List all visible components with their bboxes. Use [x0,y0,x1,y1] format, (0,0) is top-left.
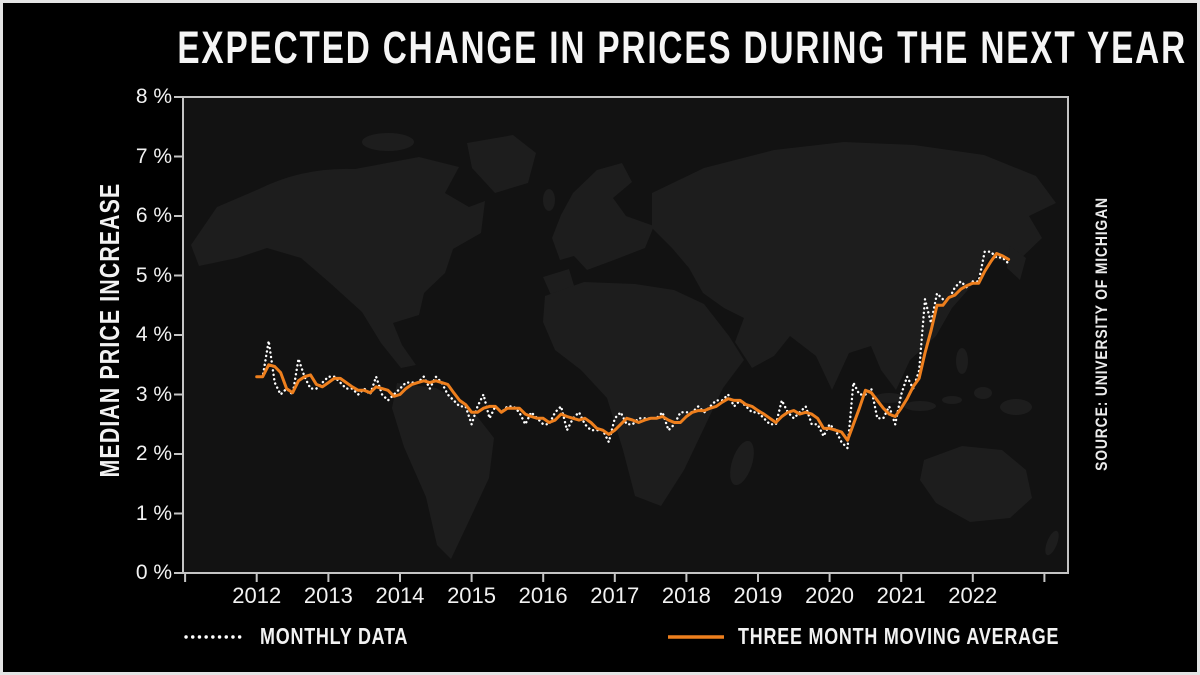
map-britain [543,189,555,211]
map-asia [652,142,1056,390]
x-tick-label: 2016 [518,583,568,608]
map-greenland [467,135,536,193]
y-tick-label: 2 % [135,442,172,465]
x-tick-label: 2022 [948,583,998,608]
y-tick-label: 1 % [135,501,172,525]
map-arctic-island [362,133,414,151]
x-tick-label: 2018 [661,583,711,608]
source-note-wrap: SOURCE: UNIVERSITY OF MICHIGAN [1092,167,1112,501]
map-java [904,401,936,411]
y-tick-label: 8 % [135,85,172,108]
title-row: EXPECTED CHANGE IN PRICES DURING THE NEX… [0,22,1200,74]
legend-item-moving-average: THREE MONTH MOVING AVERAGE [667,623,1150,650]
x-tick-label: 2012 [232,583,282,608]
legend-label-moving-average: THREE MONTH MOVING AVERAGE [738,623,1060,649]
chart-title: EXPECTED CHANGE IN PRICES DURING THE NEX… [177,22,1187,73]
legend-label-monthly-data: MONTHLY DATA [260,623,409,649]
world-map-background [191,133,1059,559]
source-note: SOURCE: UNIVERSITY OF MICHIGAN [1092,197,1111,471]
map-borneo [942,396,962,404]
map-new-guinea [1000,399,1032,415]
map-philippines [956,348,968,374]
y-tick-label: 0 % [135,561,172,584]
three-month-moving-average-line [255,252,1011,442]
x-tick-label: 2017 [590,583,640,608]
y-tick-label: 4 % [135,323,172,346]
y-tick-label: 3 % [135,382,172,406]
map-sulawesi [974,387,992,399]
y-tick-label: 7 % [135,144,172,168]
map-africa [543,282,744,506]
x-tick-label: 2021 [876,583,926,608]
x-tick-label: 2013 [303,583,353,608]
legend-item-monthly-data: MONTHLY DATA [183,623,450,650]
map-south-america [392,383,494,559]
y-tick-label: 5 % [135,263,172,287]
y-tick-label: 6 % [135,204,172,227]
x-tick-label: 2019 [733,583,783,608]
x-tick-label: 2015 [447,583,497,608]
map-australia [920,446,1032,522]
map-sumatra [874,393,904,403]
data-series [255,250,1011,451]
moving-average-line-swatch [668,634,724,639]
map-madagascar [730,440,754,486]
map-new-zealand [1045,530,1059,556]
map-japan [1007,246,1026,280]
map-europe [552,163,654,270]
axis-ticks [174,96,1046,582]
x-tick-label: 2020 [805,583,855,608]
x-tick-label: 2014 [375,583,425,608]
map-north-america [191,157,485,368]
monthly-dotted-line-swatch [184,634,246,639]
monthly-data-dotted-line [255,250,1010,451]
